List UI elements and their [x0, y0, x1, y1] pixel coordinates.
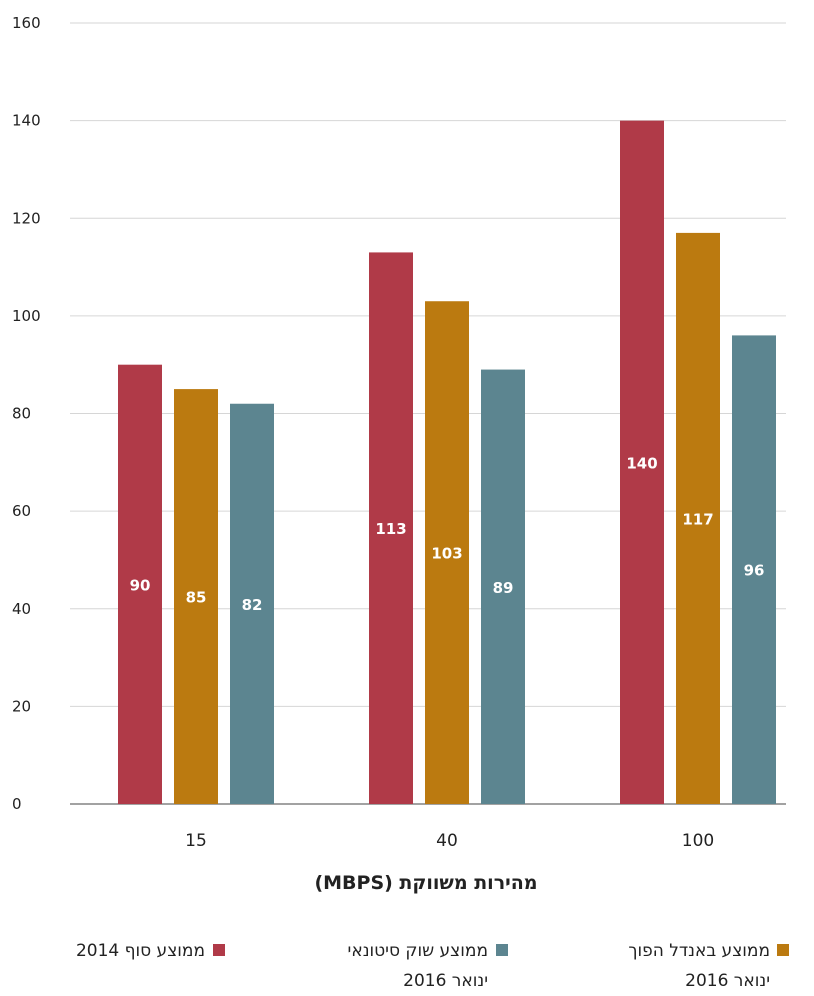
- bar-100-series0: [620, 120, 664, 804]
- bar-15-series2: [230, 403, 274, 804]
- y-axis-ticks: 0 20 40 60 80 100 120 140 160: [12, 14, 41, 813]
- y-tick-label-40: 40: [12, 600, 31, 618]
- bars: [118, 120, 776, 805]
- bar-40-series0: [369, 252, 413, 804]
- bar-label-40-series0: 113: [375, 520, 406, 538]
- bar-15-series1: [174, 389, 218, 804]
- y-tick-label-20: 20: [12, 697, 31, 715]
- bar-15-series0: [118, 364, 162, 804]
- bar-100-series2: [732, 335, 776, 804]
- y-tick-label-160: 160: [12, 14, 41, 32]
- legend-label-series1-line2: ינואר 2016: [685, 971, 770, 991]
- bar-100-series1: [676, 232, 720, 805]
- legend-label-series0: ממוצע סוף 2014: [75, 941, 205, 961]
- legend-swatch-series2: [496, 944, 508, 956]
- y-tick-label-60: 60: [12, 502, 31, 520]
- y-tick-label-0: 0: [12, 795, 22, 813]
- bar-label-40-series2: 89: [493, 579, 514, 597]
- legend-label-series2-line1: ממוצע שוק סיטונאי: [347, 941, 488, 961]
- bar-label-15-series0: 90: [130, 576, 151, 594]
- x-tick-label-40: 40: [436, 831, 458, 851]
- y-tick-label-140: 140: [12, 112, 41, 130]
- x-tick-label-100: 100: [682, 831, 714, 851]
- y-tick-label-100: 100: [12, 307, 41, 325]
- bar-40-series1: [425, 301, 469, 804]
- y-tick-label-80: 80: [12, 405, 31, 423]
- bar-chart: 0 20 40 60 80 100 120 140 160 90 85 82 113 103 89 140 1…: [12, 14, 786, 851]
- bar-value-labels: 90 85 82 113 103 89 140 117 96: [130, 454, 765, 614]
- bar-label-15-series1: 85: [186, 589, 207, 607]
- bar-label-100-series0: 140: [626, 454, 657, 472]
- legend-item-series0: ממוצע סוף 2014: [30, 936, 205, 966]
- legend-swatch-series1: [777, 944, 789, 956]
- y-tick-label-120: 120: [12, 209, 41, 227]
- bar-label-100-series2: 96: [744, 562, 765, 580]
- bar-label-40-series1: 103: [431, 545, 462, 563]
- x-tick-label-15: 15: [185, 831, 207, 851]
- legend-label-series2-line2: ינואר 2016: [403, 971, 488, 991]
- legend-item-series2: ממוצע שוק סיטונאי ינואר 2016: [290, 936, 488, 996]
- legend-swatch-series0: [213, 944, 225, 956]
- bar-label-100-series1: 117: [682, 510, 713, 528]
- bar-40-series2: [481, 369, 525, 804]
- bar-label-15-series2: 82: [242, 596, 263, 614]
- legend-item-series1: ממוצע באנדל הפוך ינואר 2016: [580, 936, 770, 996]
- x-axis-title: מהירות משווקת (MBPS): [314, 872, 538, 894]
- x-axis-ticks: 15 40 100: [185, 831, 714, 851]
- legend-label-series1-line1: ממוצע באנדל הפוך: [628, 941, 770, 961]
